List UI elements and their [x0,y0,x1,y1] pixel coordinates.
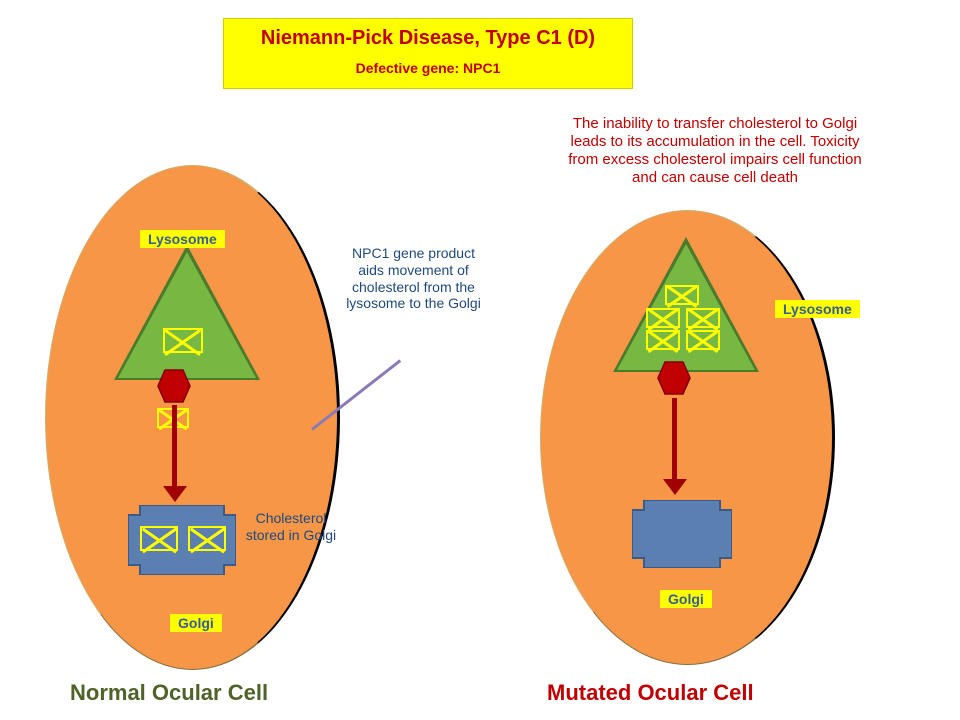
cholesterol-x-icon [188,526,226,551]
toxicity-description: The inability to transfer cholesterol to… [560,115,870,187]
golgi-label: Golgi [170,614,222,632]
lysosome-label: Lysosome [140,230,225,248]
golgi-label: Golgi [660,590,712,608]
mutated-cell-label: Mutated Ocular Cell [547,680,754,706]
normal-lysosome-triangle [118,252,256,378]
npc1-defective-hexagon [656,360,692,396]
cholesterol-x-icon [686,330,720,350]
cholesterol-x-icon [665,285,699,305]
mutated-lysosome-triangle [617,244,755,370]
cholesterol-x-icon [646,330,680,350]
mutated-golgi [632,500,732,568]
transport-arrow-head [163,486,187,502]
npc1-function-text: NPC1 gene product aids movement of chole… [346,245,481,312]
npc1-protein-hexagon [156,368,192,404]
transport-arrow [172,405,177,490]
normal-cell-label: Normal Ocular Cell [70,680,268,706]
cholesterol-x-icon [163,328,203,353]
cholesterol-x-icon [140,526,178,551]
blocked-transport-arrow-head [663,479,687,495]
cholesterol-x-icon [646,308,680,328]
cholesterol-stored-text: Cholesterol stored in Golgi [242,510,340,544]
title-sub: Defective gene: NPC1 [244,60,612,76]
title-main: Niemann-Pick Disease, Type C1 (D) [244,27,612,50]
blocked-transport-arrow [672,398,677,483]
lysosome-label: Lysosome [775,300,860,318]
cholesterol-x-icon [686,308,720,328]
title-box: Niemann-Pick Disease, Type C1 (D) Defect… [223,18,633,89]
